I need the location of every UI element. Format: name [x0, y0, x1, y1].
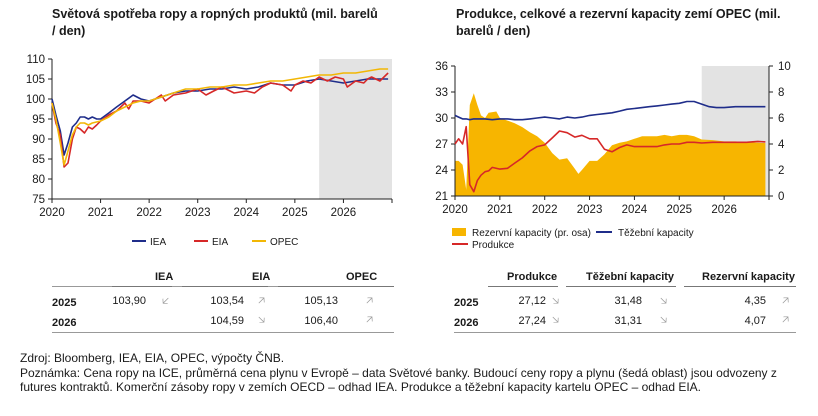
rezervni-2026-value: 4,07 [744, 315, 766, 327]
ne-arrow-icon: 🡥 [258, 295, 266, 307]
x-tick-label: 2022 [136, 207, 162, 219]
ne-arrow-icon: 🡥 [782, 314, 790, 326]
legend-label: Těžební kapacity [618, 228, 694, 239]
y2-tick-label: 10 [778, 61, 791, 73]
se-arrow-icon: 🡦 [660, 314, 668, 326]
x-tick-label: 2022 [532, 204, 558, 216]
y-tick-label: 33 [435, 87, 448, 99]
table-header-rezervni: Rezervní kapacity [702, 271, 795, 283]
table-divider [52, 332, 394, 333]
tezebni-2026-value: 31,31 [614, 315, 642, 327]
ne-arrow-icon: 🡥 [782, 295, 790, 307]
header-underline [182, 286, 268, 287]
y2-tick-label: 6 [778, 113, 784, 125]
y-tick-label: 100 [26, 94, 45, 106]
table-header-produkce: Produkce [507, 271, 558, 283]
header-underline [112, 286, 172, 287]
y-tick-label: 90 [32, 134, 45, 146]
x-tick-label: 2026 [331, 207, 357, 219]
y-tick-label: 27 [435, 139, 448, 151]
sw-arrow-icon: 🡧 [162, 295, 170, 307]
x-tick-label: 2026 [711, 204, 737, 216]
header-underline [566, 286, 676, 287]
x-tick-label: 2024 [622, 204, 648, 216]
y-tick-label: 75 [32, 194, 45, 206]
y-tick-label: 110 [27, 54, 45, 66]
ne-arrow-icon: 🡥 [366, 295, 374, 307]
row-year: 2025 [454, 297, 479, 309]
table-header-iea: IEA [155, 271, 174, 283]
opec-forecast-table: Produkce Těžební kapacity Rezervní kapac… [454, 271, 796, 333]
header-underline [684, 286, 796, 287]
x-tick-label: 2021 [487, 204, 513, 216]
legend-label: EIA [212, 237, 228, 248]
y-tick-label: 21 [435, 191, 448, 203]
y2-tick-label: 0 [778, 191, 784, 203]
y-tick-label: 36 [435, 61, 448, 73]
row-year: 2026 [52, 317, 77, 329]
legend-swatch [452, 228, 466, 236]
x-tick-label: 2023 [185, 207, 211, 219]
se-arrow-icon: 🡦 [258, 314, 266, 326]
legend-label: OPEC [270, 237, 298, 248]
y-tick-label: 80 [32, 174, 45, 186]
eia-2026-value: 104,59 [210, 315, 244, 327]
eia-2025-value: 103,54 [210, 295, 244, 307]
ne-arrow-icon: 🡥 [366, 314, 374, 326]
left-chart-title: Světová spotřeba ropy a ropných produktů… [52, 7, 378, 38]
se-arrow-icon: 🡦 [552, 295, 560, 307]
right-chart-title: Produkce, celkové a rezervní kapacity ze… [456, 7, 781, 38]
legend-label: IEA [150, 237, 166, 248]
y-tick-label: 85 [32, 154, 45, 166]
y-tick-label: 30 [435, 113, 448, 125]
opec-2026-value: 106,40 [304, 315, 338, 327]
table-header-eia: EIA [252, 271, 271, 283]
x-tick-label: 2024 [233, 207, 259, 219]
iea-2025-value: 103,90 [112, 295, 146, 307]
methodology-note: Poznámka: Cena ropy na ICE, průměrná cen… [20, 365, 777, 395]
x-tick-label: 2023 [577, 204, 603, 216]
consumption-forecast-table: IEA EIA OPEC 2025 103,90 103,54 105,13 2… [0, 0, 400, 340]
series-line-tebnkapacity [454, 100, 766, 121]
series-line-opec [51, 68, 389, 166]
y-tick-label: 105 [26, 74, 45, 86]
x-tick-label: 2025 [282, 207, 308, 219]
consumption-chart: 75 80 85 90 95 100 105 110 2020 2021 2022 2023 2024 2… [26, 54, 393, 248]
se-arrow-icon: 🡦 [552, 314, 560, 326]
y-tick-label: 95 [32, 114, 45, 126]
y2-tick-label: 2 [778, 165, 784, 177]
series-area-rezervni-kapacity [455, 93, 766, 196]
table-header-tezebni: Těžební kapacity [586, 271, 675, 283]
header-underline [278, 286, 394, 287]
row-year: 2026 [454, 317, 479, 329]
y2-tick-label: 4 [778, 139, 785, 151]
legend-label: Rezervní kapacity (pr. osa) [472, 228, 591, 239]
x-tick-label: 2025 [666, 204, 692, 216]
table-divider [454, 332, 796, 333]
forecast-shade [319, 59, 392, 199]
opec-2025-value: 105,13 [304, 295, 338, 307]
table-header-opec: OPEC [346, 271, 378, 283]
x-tick-label: 2020 [39, 207, 65, 219]
y-tick-label: 24 [435, 165, 448, 177]
row-year: 2025 [52, 297, 77, 309]
produkce-2025-value: 27,12 [518, 295, 546, 307]
tezebni-2025-value: 31,48 [614, 295, 642, 307]
rezervni-2025-value: 4,35 [744, 295, 766, 307]
x-tick-label: 2021 [88, 207, 114, 219]
footnotes: Zdroj: Bloomberg, IEA, EIA, OPEC, výpočt… [20, 351, 810, 395]
produkce-2026-value: 27,24 [518, 315, 546, 327]
series-line-produkce [454, 125, 766, 193]
source-note: Zdroj: Bloomberg, IEA, EIA, OPEC, výpočt… [20, 351, 285, 365]
x-tick-label: 2020 [442, 204, 468, 216]
y2-tick-label: 8 [778, 87, 784, 99]
se-arrow-icon: 🡦 [660, 295, 668, 307]
legend-label: Produkce [472, 240, 515, 251]
header-underline [488, 286, 558, 287]
